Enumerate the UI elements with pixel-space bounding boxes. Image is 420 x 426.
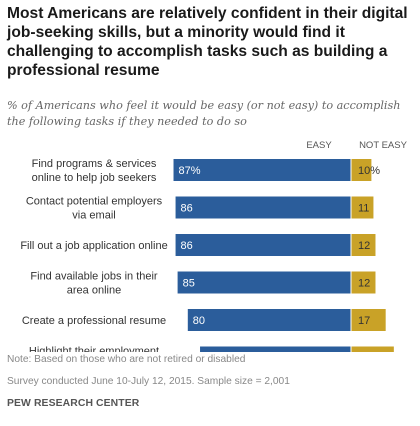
category-label-5: Create a professional resume — [22, 315, 166, 327]
bar-easy-4 — [177, 271, 351, 294]
bar-not-easy-3 — [351, 234, 376, 256]
category-label-1: Find programs & services online to help j… — [32, 158, 157, 184]
value-label-easy-5: 80 — [193, 315, 205, 327]
legend-label-not-easy: NOT EASY — [359, 140, 408, 151]
category-label-6: Highlight their employmentskills on soci… — [29, 346, 159, 353]
value-label-easy-4: 85 — [183, 278, 195, 290]
bar-easy-6 — [200, 346, 351, 352]
value-label-easy-1: 87% — [179, 165, 201, 177]
survey-note: Survey conducted June 10-July 12, 2015. … — [7, 376, 290, 387]
bar-easy-1 — [173, 159, 351, 181]
value-label-not-easy-3: 12 — [358, 240, 370, 252]
category-label-4: Find available jobs in their area online — [30, 271, 158, 297]
value-label-not-easy-1: 10% — [358, 165, 380, 177]
category-label-3: Fill out a job application online — [20, 240, 167, 252]
bar-easy-5 — [187, 309, 351, 331]
bar-easy-2 — [175, 196, 351, 219]
bar-chart: EASY NOT EASY 87% 10% Find programs & servic… — [20, 140, 408, 353]
chart-subtitle: % of Americans who feel it would be easy… — [7, 99, 401, 128]
value-label-easy-3: 86 — [181, 240, 193, 252]
bar-not-easy-1 — [351, 159, 372, 181]
bar-not-easy-4 — [351, 271, 376, 294]
bar-not-easy-5 — [351, 309, 386, 331]
source-credit: PEW RESEARCH CENTER — [7, 398, 140, 409]
bar-not-easy-2 — [351, 196, 374, 219]
value-label-easy-2: 86 — [181, 203, 193, 215]
chart-note: Note: Based on those who are not retired… — [7, 354, 246, 365]
bar-not-easy-6 — [351, 346, 394, 352]
bar-easy-3 — [175, 234, 351, 256]
value-label-not-easy-2: 11 — [358, 203, 369, 215]
category-label-2: Contact potential employers via email — [26, 196, 163, 222]
value-label-not-easy-4: 12 — [358, 278, 370, 290]
value-label-not-easy-5: 17 — [358, 315, 370, 327]
legend-label-easy: EASY — [306, 140, 332, 151]
chart-title: Most Americans are relatively confident … — [7, 5, 408, 79]
